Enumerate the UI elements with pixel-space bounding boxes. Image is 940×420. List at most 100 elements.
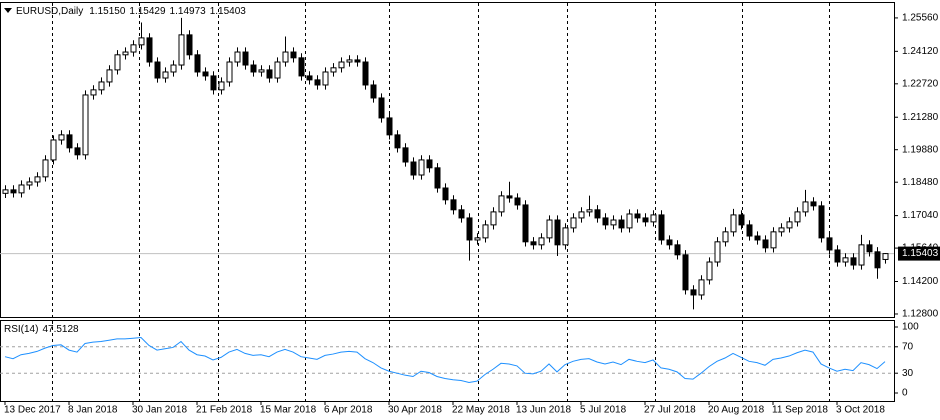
candle-body xyxy=(674,244,681,256)
candle-body xyxy=(362,61,369,86)
candle-body xyxy=(690,289,697,296)
candle-body xyxy=(434,167,441,189)
candle-body xyxy=(554,219,561,246)
candle-body xyxy=(402,147,409,163)
candle-body xyxy=(634,213,641,219)
x-tick-label: 22 May 2018 xyxy=(452,405,510,416)
candle-body xyxy=(850,257,857,266)
y-tick-label: 1.14200 xyxy=(902,276,939,287)
y-tick-label: 1.22720 xyxy=(902,78,939,89)
candle-body xyxy=(706,261,713,281)
candle-body xyxy=(722,231,729,243)
candle-body xyxy=(882,253,889,260)
rsi-line xyxy=(4,337,886,383)
candle-body xyxy=(354,59,361,63)
candle-body xyxy=(522,204,529,243)
candle-body xyxy=(874,251,881,269)
candle-body xyxy=(234,51,241,63)
candle-body xyxy=(546,219,553,239)
candle-body xyxy=(42,159,49,178)
candle-body xyxy=(714,241,721,263)
ohlc-low: 1.14973 xyxy=(170,6,207,17)
candle-body xyxy=(322,71,329,86)
x-tick-label: 13 Dec 2017 xyxy=(4,405,61,416)
symbol-icon xyxy=(4,8,12,13)
candle-body xyxy=(186,34,193,56)
candle-body xyxy=(170,64,177,73)
candle-body xyxy=(82,94,89,156)
candle-body xyxy=(498,195,505,213)
current-price-label: 1.15403 xyxy=(902,248,939,259)
y-tick-label: 1.18480 xyxy=(902,177,939,188)
candle-body xyxy=(386,117,393,136)
candle-body xyxy=(618,219,625,229)
rsi-last-value: 47.5128 xyxy=(42,324,79,335)
rsi-header: RSI(14) 47.5128 xyxy=(4,324,79,335)
rsi-pane xyxy=(0,320,895,402)
candle-body xyxy=(66,134,73,149)
candle-body xyxy=(346,59,353,63)
ohlc-open: 1.15150 xyxy=(89,6,126,17)
candle-body xyxy=(210,75,217,91)
candle-body xyxy=(370,84,377,99)
ohlc-close: 1.15403 xyxy=(210,6,247,17)
x-tick-label: 11 Sep 2018 xyxy=(772,405,828,416)
candle-body xyxy=(298,57,305,77)
x-tick-label: 20 Aug 2018 xyxy=(708,405,765,416)
candle-body xyxy=(290,51,297,59)
candle-body xyxy=(762,239,769,249)
x-tick-label: 5 Jul 2018 xyxy=(580,405,627,416)
candle-body xyxy=(18,184,25,194)
candle-body xyxy=(274,61,281,79)
y-tick-label: 1.19880 xyxy=(902,144,939,155)
candle-body xyxy=(418,159,425,176)
y-tick-label: 1.25560 xyxy=(902,13,939,24)
candle-body xyxy=(698,279,705,296)
candle-body xyxy=(2,189,9,194)
candle-body xyxy=(658,214,665,241)
candle-body xyxy=(138,37,145,46)
candle-body xyxy=(122,51,129,56)
candle-body xyxy=(394,134,401,149)
candle-body xyxy=(530,241,537,246)
candle-body xyxy=(130,44,137,53)
candle-body xyxy=(226,61,233,83)
candle-body xyxy=(106,69,113,83)
x-tick-label: 13 Jun 2018 xyxy=(516,405,571,416)
y-tick-label: 1.24120 xyxy=(902,46,939,57)
candle-body xyxy=(802,201,809,213)
candle-body xyxy=(458,209,465,219)
candle-body xyxy=(50,139,57,161)
candle-body xyxy=(666,239,673,246)
candle-body xyxy=(738,214,745,226)
candle-body xyxy=(26,181,33,186)
candle-body xyxy=(162,71,169,79)
candle-body xyxy=(466,217,473,241)
candle-body xyxy=(778,227,785,233)
candle-body xyxy=(114,54,121,71)
candle-body xyxy=(306,75,313,81)
candle-body xyxy=(842,257,849,263)
candle-body xyxy=(250,64,257,73)
candle-body xyxy=(818,205,825,239)
candle-body xyxy=(74,147,81,156)
symbol-title: EURUSD,Daily xyxy=(16,6,83,17)
candle-body xyxy=(242,51,249,66)
candle-body xyxy=(378,97,385,119)
candle-body xyxy=(202,71,209,77)
candle-body xyxy=(866,244,873,253)
candle-body xyxy=(10,189,17,194)
candle-body xyxy=(442,187,449,201)
current-price-tag xyxy=(898,246,940,261)
candle-body xyxy=(746,224,753,237)
candle-body xyxy=(34,176,41,183)
candle-body xyxy=(154,61,161,79)
x-tick-label: 8 Jan 2018 xyxy=(68,405,118,416)
candle-body xyxy=(338,61,345,69)
candle-body xyxy=(810,201,817,207)
candle-body xyxy=(266,69,273,79)
y-tick-label: 1.12800 xyxy=(902,309,939,320)
candle-body xyxy=(586,209,593,213)
candle-body xyxy=(426,159,433,169)
